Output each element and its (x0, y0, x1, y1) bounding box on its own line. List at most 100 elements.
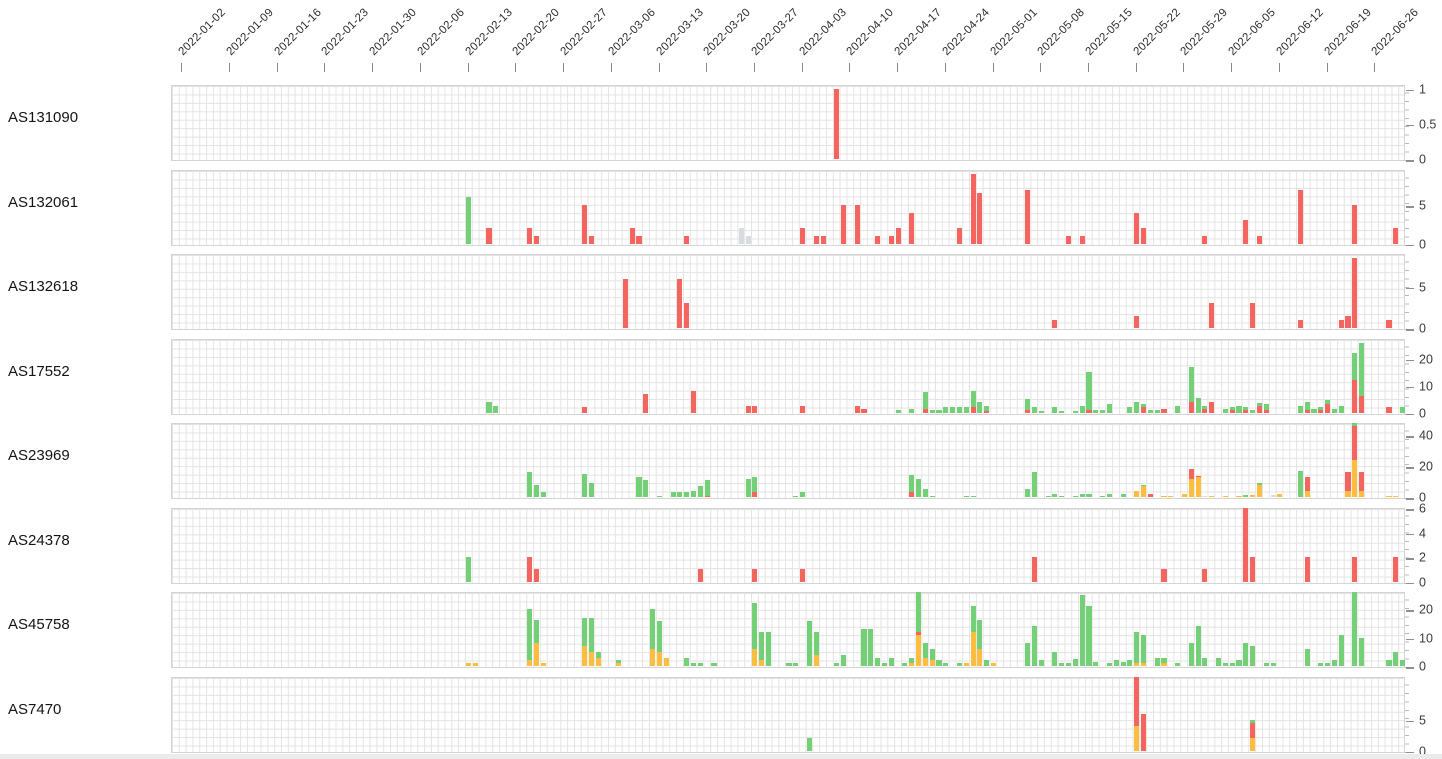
bar-segment-red[interactable] (1256, 405, 1262, 413)
bar-segment-green[interactable] (1140, 484, 1147, 487)
bar-segment-red[interactable] (1202, 569, 1208, 582)
bar-segment-orange[interactable] (970, 631, 976, 666)
bar-segment-orange[interactable] (1140, 486, 1147, 497)
bar-segment-orange[interactable] (1236, 495, 1242, 497)
bar-segment-red[interactable] (622, 278, 628, 328)
bar-segment-green[interactable] (656, 620, 663, 652)
bar-segment-orange[interactable] (1256, 484, 1262, 497)
bar-segment-green[interactable] (1318, 663, 1324, 666)
bar-segment-green[interactable] (1031, 472, 1037, 497)
bar-segment-green[interactable] (929, 409, 935, 413)
bar-segment-green[interactable] (1065, 663, 1072, 666)
bar-segment-green[interactable] (1120, 493, 1126, 497)
bar-segment-red[interactable] (1243, 220, 1249, 244)
bar-segment-green[interactable] (466, 557, 472, 582)
bar-segment-green[interactable] (915, 592, 922, 632)
bar-segment-green[interactable] (1106, 404, 1112, 413)
bar-segment-green[interactable] (984, 405, 990, 412)
bar-segment-red[interactable] (1250, 557, 1256, 582)
bar-segment-green[interactable] (1263, 404, 1269, 410)
bar-segment-green[interactable] (881, 663, 887, 666)
bar-segment-green[interactable] (970, 391, 976, 408)
bar-segment-orange[interactable] (1134, 490, 1140, 497)
bar-segment-green[interactable] (697, 486, 703, 497)
bar-segment-red[interactable] (1352, 258, 1358, 328)
bar-segment-red[interactable] (984, 411, 990, 413)
bar-segment-red[interactable] (854, 405, 860, 413)
bar-segment-red[interactable] (800, 569, 806, 582)
bar-segment-green[interactable] (1113, 660, 1119, 666)
bar-segment-orange[interactable] (616, 663, 622, 666)
bar-segment-orange[interactable] (588, 651, 594, 666)
bar-segment-red[interactable] (895, 228, 901, 244)
bar-segment-orange[interactable] (541, 663, 547, 666)
bar-segment-green[interactable] (1031, 407, 1037, 413)
bar-segment-orange[interactable] (1386, 495, 1392, 497)
bar-segment-red[interactable] (1263, 409, 1269, 413)
bar-segment-red[interactable] (752, 569, 758, 582)
bar-segment-green[interactable] (1134, 401, 1140, 413)
bar-segment-green[interactable] (943, 663, 949, 666)
bar-segment-red[interactable] (840, 205, 847, 244)
bar-segment-green[interactable] (1079, 594, 1085, 666)
bar-segment-orange[interactable] (922, 657, 928, 666)
bar-segment-green[interactable] (1386, 660, 1392, 666)
bar-segment-green[interactable] (1079, 405, 1085, 413)
bar-segment-red[interactable] (1297, 189, 1303, 244)
bar-segment-green[interactable] (1338, 405, 1344, 413)
bar-segment-green[interactable] (956, 663, 962, 666)
bar-segment-green[interactable] (541, 492, 547, 497)
bar-segment-red[interactable] (977, 193, 983, 244)
bar-segment-green[interactable] (936, 660, 942, 666)
bar-segment-green[interactable] (1052, 493, 1058, 497)
bar-segment-green[interactable] (861, 629, 867, 666)
bar-segment-red[interactable] (684, 303, 690, 328)
bar-segment-green[interactable] (1229, 407, 1235, 410)
bar-segment-green[interactable] (581, 617, 588, 647)
bar-segment-orange[interactable] (472, 663, 478, 666)
bar-segment-green[interactable] (1311, 408, 1317, 413)
bar-segment-red[interactable] (1209, 401, 1215, 413)
bar-segment-green[interactable] (527, 609, 533, 661)
bar-segment-red[interactable] (922, 408, 928, 413)
bar-segment-green[interactable] (1134, 631, 1140, 664)
bar-segment-orange[interactable] (1250, 738, 1256, 751)
bar-segment-green[interactable] (1072, 658, 1078, 666)
bar-segment-red[interactable] (745, 405, 751, 413)
bar-segment-red[interactable] (581, 407, 588, 413)
bar-segment-green[interactable] (1059, 410, 1065, 413)
bar-segment-red[interactable] (1304, 476, 1310, 491)
bar-segment-green[interactable] (1215, 657, 1222, 666)
bar-segment-red[interactable] (704, 495, 710, 497)
bar-segment-red[interactable] (1393, 228, 1399, 244)
bar-segment-orange[interactable] (1181, 493, 1187, 497)
bar-segment-orange[interactable] (929, 660, 935, 666)
bar-segment-red[interactable] (527, 228, 533, 244)
bar-segment-orange[interactable] (1250, 494, 1256, 497)
bar-segment-green[interactable] (1072, 495, 1078, 497)
bar-segment-red[interactable] (1297, 319, 1303, 328)
bar-segment-red[interactable] (1079, 235, 1085, 244)
bar-segment-green[interactable] (800, 492, 806, 497)
bar-segment-orange[interactable] (990, 663, 997, 666)
bar-segment-green[interactable] (752, 477, 758, 493)
bar-segment-green[interactable] (963, 407, 969, 413)
bar-segment-green[interactable] (1127, 660, 1133, 666)
bar-segment-green[interactable] (1031, 626, 1037, 666)
bar-segment-red[interactable] (1352, 426, 1358, 460)
bar-segment-green[interactable] (875, 657, 881, 666)
bar-segment-red[interactable] (527, 557, 533, 582)
bar-segment-green[interactable] (1093, 409, 1099, 413)
bar-segment-green[interactable] (1297, 405, 1303, 413)
bar-segment-green[interactable] (704, 480, 710, 496)
bar-segment-red[interactable] (1195, 475, 1201, 477)
bar-segment-red[interactable] (1202, 408, 1208, 413)
bar-segment-green[interactable] (868, 629, 874, 666)
bar-segment-green[interactable] (840, 654, 847, 666)
bar-segment-red[interactable] (1209, 303, 1215, 328)
bar-segment-orange[interactable] (595, 657, 601, 666)
bar-segment-red[interactable] (1025, 409, 1031, 413)
bar-segment-gray[interactable] (1270, 494, 1276, 497)
bar-segment-red[interactable] (1352, 557, 1358, 582)
bar-segment-green[interactable] (752, 603, 758, 649)
